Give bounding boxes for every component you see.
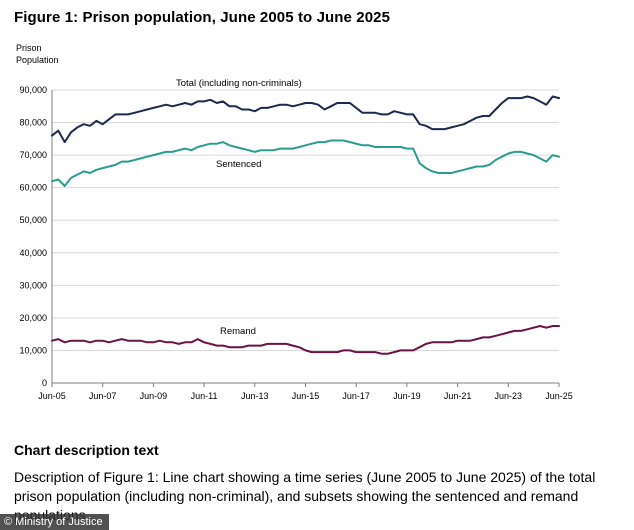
description-text: Description of Figure 1: Line chart show… [14, 469, 596, 523]
x-tick-label: Jun-07 [89, 391, 117, 401]
x-tick-label: Jun-17 [342, 391, 370, 401]
figure-title: Figure 1: Prison population, June 2005 t… [14, 9, 391, 26]
y-tick-label: 30,000 [19, 280, 47, 290]
x-tick-label: Jun-21 [444, 391, 472, 401]
x-tick-label: Jun-23 [495, 391, 523, 401]
series-label-total: Total (including non-criminals) [176, 78, 302, 89]
y-tick-label: 0 [42, 378, 47, 388]
x-tick-label: Jun-25 [545, 391, 573, 401]
series-line-total [51, 95, 560, 144]
axes [51, 90, 560, 387]
y-tick-label: 80,000 [19, 118, 47, 128]
description-heading: Chart description text [14, 442, 159, 458]
gridlines [52, 89, 559, 351]
x-tick-label: Jun-19 [393, 391, 421, 401]
y-tick-label: 60,000 [19, 183, 47, 193]
y-tick-label: 50,000 [19, 215, 47, 225]
y-tick-label: 40,000 [19, 248, 47, 258]
x-tick-label: Jun-15 [292, 391, 320, 401]
x-tick-labels: Jun-05 Jun-07 Jun-09 Jun-11 Jun-13 Jun-15 Jun-… [38, 391, 573, 401]
y-axis-label-line-1: Prison [16, 43, 42, 53]
x-tick-label: Jun-09 [140, 391, 168, 401]
x-tick-label: Jun-11 [191, 391, 218, 401]
line-chart: Prison Population 0 10,000 20,000 30,000 40,… [16, 43, 573, 401]
x-tick-label: Jun-05 [38, 391, 66, 401]
y-tick-label: 90,000 [19, 85, 47, 95]
series-line-remand [51, 325, 560, 355]
image-credit: © Ministry of Justice [0, 514, 109, 530]
y-tick-label: 70,000 [19, 150, 47, 160]
series-label-remand: Remand [220, 326, 256, 337]
series-line-sentenced [51, 139, 560, 187]
series-label-sentenced: Sentenced [216, 159, 261, 170]
series-lines [51, 95, 560, 355]
x-tick-label: Jun-13 [241, 391, 269, 401]
y-tick-labels: 0 10,000 20,000 30,000 40,000 50,000 60,000 70,… [19, 85, 47, 388]
y-tick-label: 20,000 [19, 313, 47, 323]
y-tick-label: 10,000 [19, 345, 47, 355]
y-axis-label-line-2: Population [16, 55, 59, 65]
